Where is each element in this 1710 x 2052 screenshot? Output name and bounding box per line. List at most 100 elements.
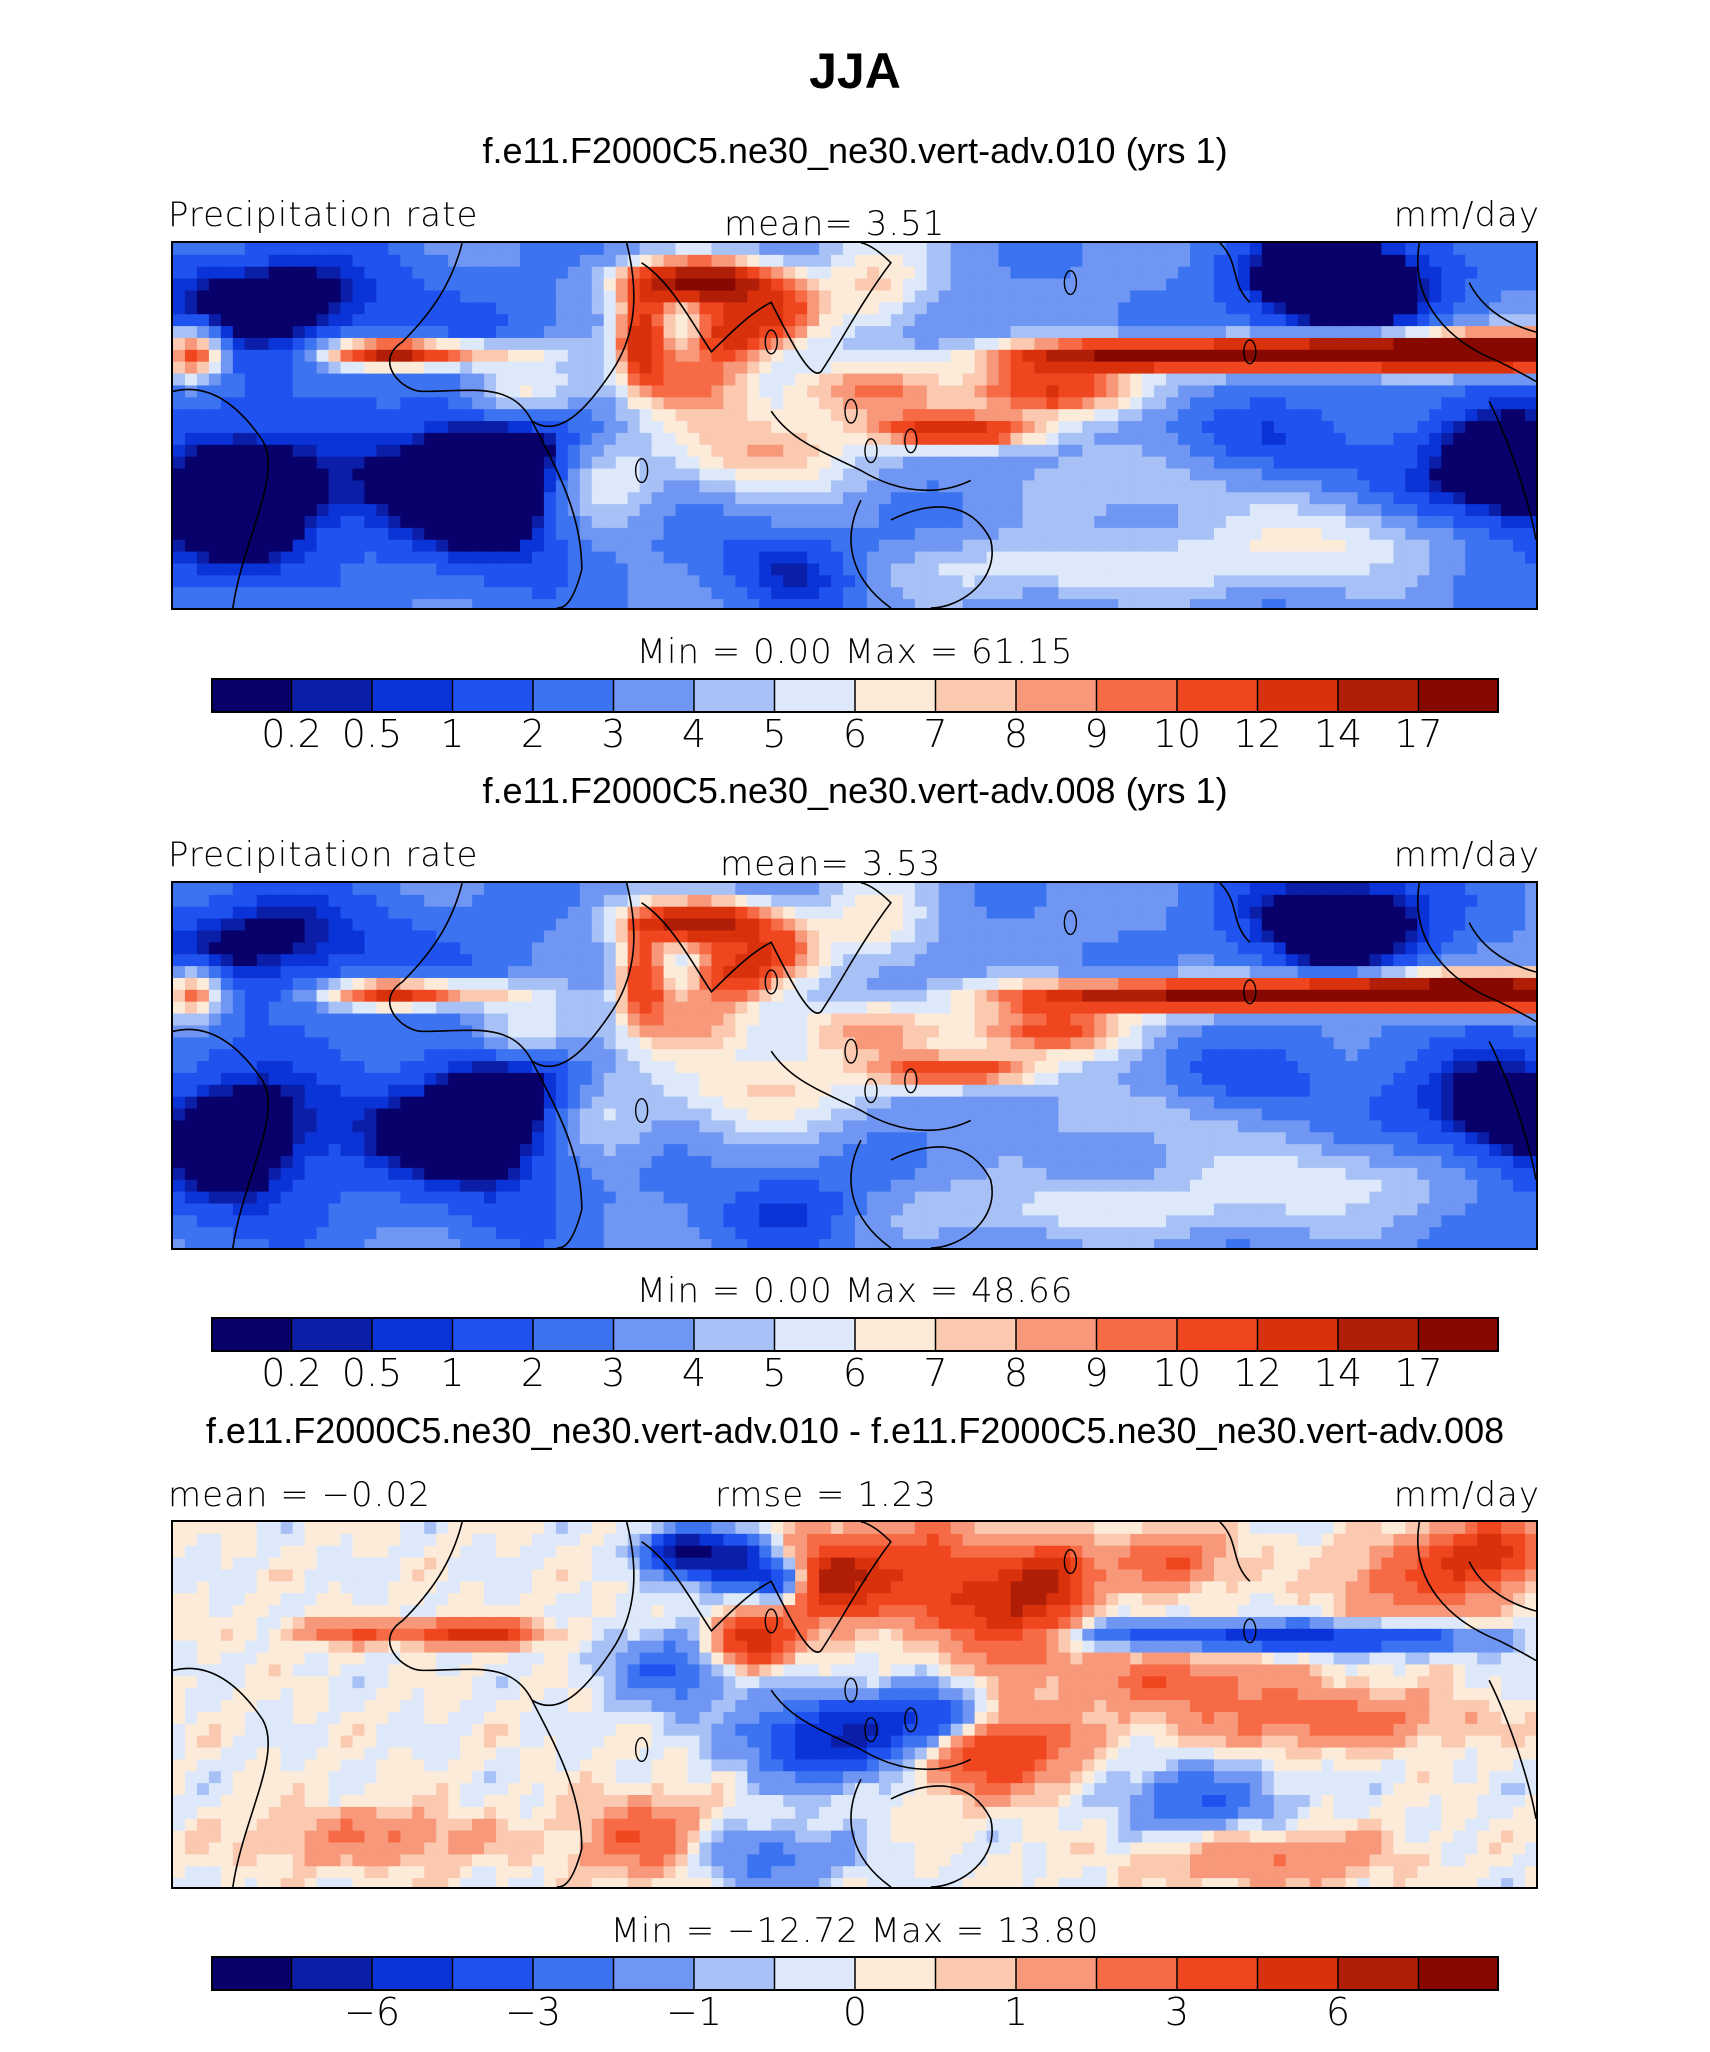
contour-cell: [902, 977, 916, 991]
contour-cell: [1501, 539, 1514, 553]
contour-cell: [1190, 444, 1203, 458]
contour-cell: [699, 539, 713, 553]
contour-cell: [460, 278, 473, 292]
contour-cell: [1058, 587, 1071, 600]
contour-cell: [220, 1001, 234, 1015]
contour-cell: [854, 243, 868, 256]
contour-cell: [1513, 290, 1526, 303]
contour-cell: [663, 977, 677, 991]
contour-cell: [615, 883, 629, 896]
contour-cell: [543, 254, 557, 268]
contour-cell: [699, 894, 713, 908]
contour-cell: [1034, 456, 1048, 470]
contour-cell: [663, 883, 677, 896]
contour-cell: [1225, 977, 1239, 991]
contour-cell: [1309, 373, 1323, 387]
contour-cell: [508, 918, 521, 932]
contour-cell: [807, 527, 820, 541]
contour-cell: [364, 373, 378, 387]
contour-cell: [567, 385, 581, 398]
contour-cell: [1118, 587, 1131, 600]
contour-cell: [747, 906, 760, 920]
contour-cell: [986, 966, 1000, 979]
contour-cell: [1010, 1001, 1024, 1015]
contour-cell: [1477, 977, 1490, 991]
contour-cell: [519, 492, 533, 505]
contour-cell: [1501, 563, 1514, 576]
contour-cell: [735, 930, 748, 943]
contour-cell: [376, 563, 389, 576]
contour-cell: [914, 942, 928, 955]
contour-cell: [1022, 575, 1036, 588]
contour-cell: [1405, 1013, 1418, 1027]
contour-cell: [615, 266, 629, 280]
contour-cell: [1381, 954, 1395, 967]
contour-cell: [484, 361, 497, 375]
contour-cell: [759, 989, 772, 1003]
contour-cell: [196, 539, 210, 553]
contour-cell: [795, 492, 808, 505]
contour-cell: [196, 989, 210, 1003]
contour-cell: [807, 563, 820, 576]
contour-cell: [974, 918, 988, 932]
contour-cell: [208, 504, 222, 517]
contour-cell: [1106, 361, 1119, 375]
contour-cell: [400, 480, 413, 493]
contour-cell: [974, 337, 988, 351]
contour-cell: [1477, 539, 1490, 553]
contour-cell: [890, 302, 904, 315]
contour-cell: [1393, 302, 1406, 315]
contour-cell: [1501, 456, 1514, 470]
contour-cell: [1118, 563, 1131, 576]
contour-cell: [1513, 492, 1526, 505]
contour-cell: [460, 942, 473, 955]
contour-cell: [1501, 326, 1514, 339]
contour-cell: [998, 302, 1012, 315]
contour-cell: [1022, 337, 1036, 351]
contour-cell: [376, 385, 389, 398]
contour-cell: [854, 1013, 868, 1027]
contour-cell: [328, 504, 342, 517]
panel-2-units-label: mm/day: [1393, 835, 1540, 875]
contour-cell: [890, 254, 904, 268]
contour-cell: [819, 290, 832, 303]
contour-cell: [998, 254, 1012, 268]
contour-cell: [555, 397, 569, 410]
contour-cell: [208, 444, 222, 458]
contour-cell: [1082, 278, 1095, 292]
contour-cell: [926, 516, 940, 529]
contour-cell: [807, 278, 820, 292]
contour-cell: [1046, 906, 1059, 920]
contour-cell: [1417, 894, 1430, 908]
contour-cell: [496, 575, 509, 588]
contour-cell: [950, 1013, 964, 1027]
contour-cell: [364, 492, 378, 505]
contour-cell: [687, 361, 701, 375]
contour-cell: [950, 516, 964, 529]
contour-cell: [460, 539, 473, 553]
contour-cell: [328, 918, 342, 932]
contour-cell: [292, 883, 306, 896]
contour-cell: [1118, 527, 1131, 541]
contour-cell: [1333, 930, 1347, 943]
contour-cell: [639, 563, 653, 576]
contour-cell: [1405, 587, 1418, 600]
contour-cell: [854, 421, 868, 434]
contour-cell: [807, 314, 820, 327]
contour-cell: [173, 290, 186, 303]
contour-cell: [866, 480, 880, 493]
contour-cell: [1213, 302, 1227, 315]
contour-cell: [783, 337, 796, 351]
contour-cell: [531, 290, 545, 303]
contour-cell: [663, 468, 677, 481]
contour-cell: [735, 337, 748, 351]
contour-cell: [1501, 977, 1514, 991]
contour-cell: [340, 409, 354, 422]
contour-cell: [819, 432, 832, 446]
contour-cell: [1190, 966, 1203, 979]
contour-cell: [1501, 599, 1514, 612]
contour-cell: [938, 918, 952, 932]
contour-cell: [184, 314, 198, 327]
contour-cell: [687, 432, 701, 446]
contour-cell: [268, 918, 282, 932]
